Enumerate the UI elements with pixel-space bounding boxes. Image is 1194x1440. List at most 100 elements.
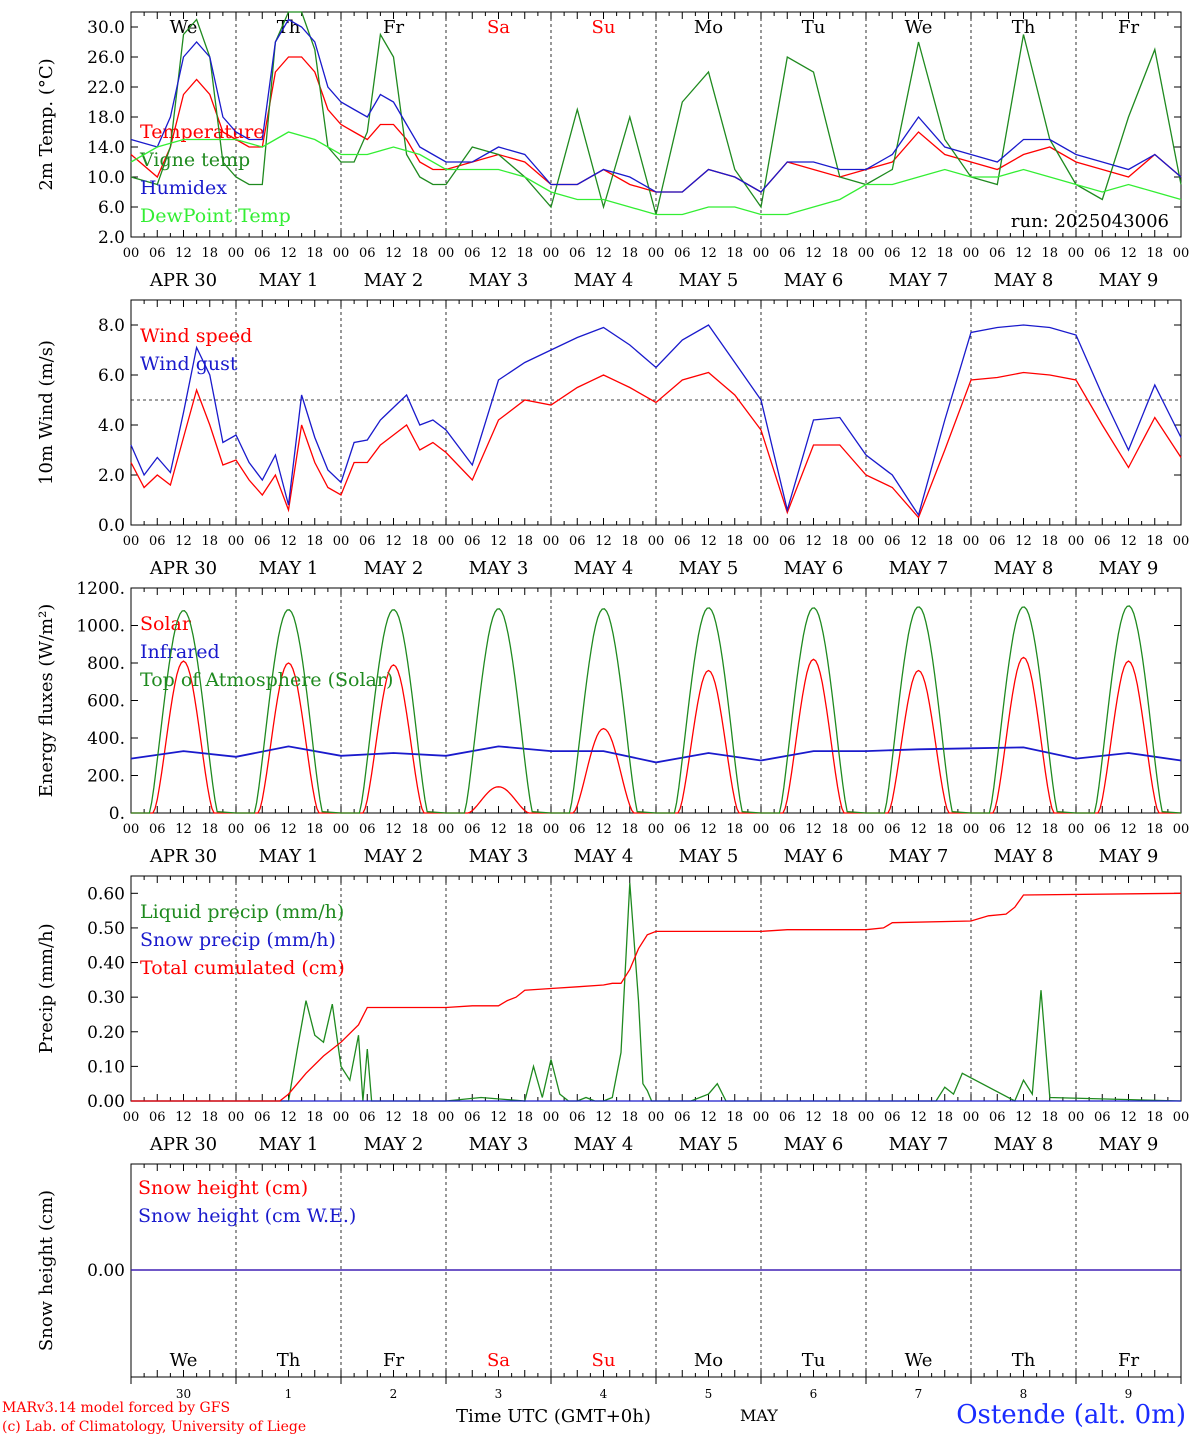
wind-hour-label: 06 <box>989 534 1006 549</box>
temperature-series-line <box>130 11 1182 215</box>
wind-date-label: MAY 7 <box>889 558 949 579</box>
energy-legend-entry: Infrared <box>140 641 220 663</box>
energy-hour-label: 00 <box>753 822 770 837</box>
temperature-hour-label: 18 <box>411 246 428 261</box>
snow-legend-entry: Snow height (cm W.E.) <box>138 1205 356 1227</box>
precip-legend-entry: Snow precip (mm/h) <box>140 929 336 951</box>
precip-hour-label: 18 <box>306 1110 323 1125</box>
energy-ytick-label: 1000. <box>76 617 125 637</box>
snow-legend-entry: Snow height (cm) <box>138 1177 308 1199</box>
energy-series-line <box>130 745 1182 764</box>
day-name-label: Sa <box>487 17 510 38</box>
temperature-hour-label: 18 <box>621 246 638 261</box>
energy-hour-label: 12 <box>175 822 192 837</box>
precip-hour-label: 00 <box>648 1110 665 1125</box>
temperature-date-label: MAY 8 <box>994 270 1054 291</box>
snow-day-number: 6 <box>810 1387 818 1401</box>
temperature-ytick-label: 26.0 <box>87 48 125 68</box>
precip-hour-label: 00 <box>228 1110 245 1125</box>
temperature-date-label: MAY 4 <box>574 270 634 291</box>
wind-hour-label: 06 <box>464 534 481 549</box>
energy-hour-label: 12 <box>805 822 822 837</box>
temperature-hour-label: 00 <box>1173 246 1190 261</box>
precip-y-axis-label: Precip (mm/h) <box>36 923 57 1053</box>
day-name-label: Th <box>1012 17 1036 38</box>
model-credit: MARv3.14 model forced by GFS <box>2 1400 231 1416</box>
wind-hour-label: 18 <box>516 534 533 549</box>
precip-hour-label: 18 <box>516 1110 533 1125</box>
energy-date-label: MAY 6 <box>784 846 844 867</box>
snow-day-number: 4 <box>600 1387 608 1401</box>
precip-hour-label: 06 <box>1094 1110 1111 1125</box>
precip-hour-label: 18 <box>621 1110 638 1125</box>
wind-legend-entry: Wind gust <box>140 353 238 375</box>
lab-credit: (c) Lab. of Climatology, University of L… <box>2 1419 307 1435</box>
precip-hour-label: 00 <box>858 1110 875 1125</box>
temperature-series-line <box>130 18 1182 193</box>
temperature-hour-label: 06 <box>779 246 796 261</box>
wind-hour-label: 06 <box>149 534 166 549</box>
day-name-label: Su <box>592 17 616 38</box>
precip-hour-label: 12 <box>1120 1110 1137 1125</box>
energy-hour-label: 06 <box>569 822 586 837</box>
wind-hour-label: 18 <box>1041 534 1058 549</box>
energy-hour-label: 12 <box>385 822 402 837</box>
precip-hour-label: 12 <box>595 1110 612 1125</box>
energy-hour-label: 18 <box>936 822 953 837</box>
temperature-hour-label: 12 <box>385 246 402 261</box>
wind-hour-label: 18 <box>831 534 848 549</box>
precip-hour-label: 00 <box>753 1110 770 1125</box>
precip-ytick-label: 0.30 <box>87 988 125 1008</box>
energy-hour-label: 06 <box>464 822 481 837</box>
wind-hour-label: 06 <box>884 534 901 549</box>
precip-hour-label: 06 <box>674 1110 691 1125</box>
energy-hour-label: 00 <box>228 822 245 837</box>
precip-hour-label: 06 <box>359 1110 376 1125</box>
precip-hour-label: 00 <box>333 1110 350 1125</box>
wind-hour-label: 18 <box>1146 534 1163 549</box>
precip-hour-label: 06 <box>464 1110 481 1125</box>
precip-hour-label: 00 <box>1173 1110 1190 1125</box>
temperature-hour-label: 00 <box>438 246 455 261</box>
energy-hour-label: 00 <box>963 822 980 837</box>
temperature-hour-label: 00 <box>963 246 980 261</box>
energy-legend-entry: Solar <box>140 613 192 635</box>
temperature-date-label: MAY 2 <box>364 270 424 291</box>
wind-hour-label: 12 <box>700 534 717 549</box>
wind-hour-label: 06 <box>779 534 796 549</box>
temperature-date-label: MAY 7 <box>889 270 949 291</box>
wind-hour-label: 12 <box>385 534 402 549</box>
energy-hour-label: 18 <box>306 822 323 837</box>
temperature-ytick-label: 6.0 <box>98 198 125 218</box>
wind-hour-label: 12 <box>1120 534 1137 549</box>
energy-date-label: APR 30 <box>149 846 217 867</box>
temperature-hour-label: 06 <box>359 246 376 261</box>
precip-hour-label: 06 <box>779 1110 796 1125</box>
wind-hour-label: 12 <box>805 534 822 549</box>
station-name: Ostende (alt. 0m) <box>956 1400 1186 1430</box>
precip-hour-label: 12 <box>385 1110 402 1125</box>
energy-legend-entry: Top of Atmosphere (Solar) <box>140 669 393 691</box>
temperature-legend-entry: Vigne temp <box>139 149 250 171</box>
temperature-hour-label: 06 <box>569 246 586 261</box>
snow-day-number: 5 <box>705 1387 713 1401</box>
temperature-hour-label: 18 <box>306 246 323 261</box>
temperature-frame <box>130 11 1182 238</box>
snow-day-name: Tu <box>802 1350 826 1371</box>
energy-hour-label: 00 <box>123 822 140 837</box>
energy-hour-label: 06 <box>779 822 796 837</box>
temperature-series-line <box>130 131 1182 216</box>
temperature-ytick-label: 2.0 <box>98 228 125 248</box>
temperature-hour-label: 00 <box>1068 246 1085 261</box>
temperature-date-label: APR 30 <box>149 270 217 291</box>
wind-hour-label: 00 <box>753 534 770 549</box>
wind-hour-label: 00 <box>333 534 350 549</box>
wind-hour-label: 12 <box>1015 534 1032 549</box>
energy-date-label: MAY 2 <box>364 846 424 867</box>
precip-hour-label: 00 <box>123 1110 140 1125</box>
precip-hour-label: 18 <box>1146 1110 1163 1125</box>
wind-hour-label: 06 <box>359 534 376 549</box>
energy-hour-label: 18 <box>201 822 218 837</box>
precip-hour-label: 18 <box>831 1110 848 1125</box>
